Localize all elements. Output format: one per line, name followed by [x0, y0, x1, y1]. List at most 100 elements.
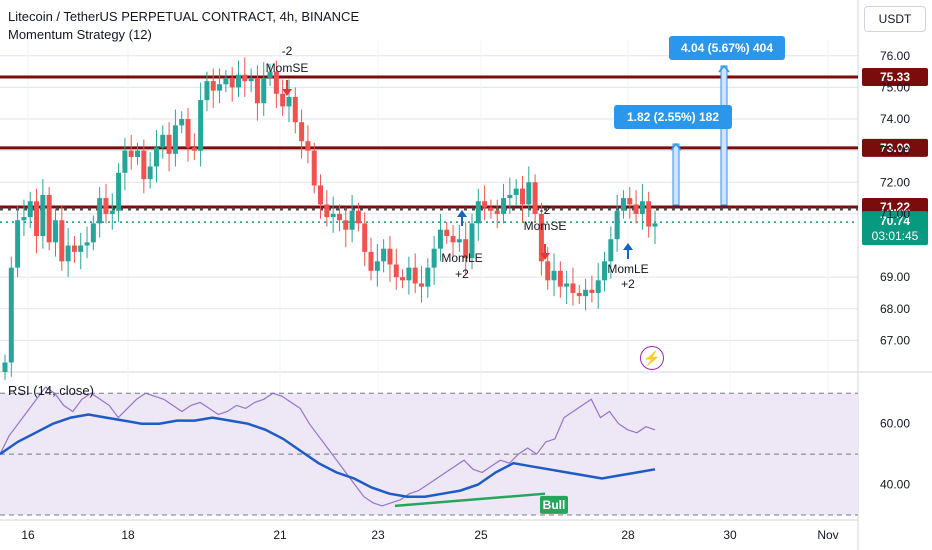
- candle-body[interactable]: [501, 198, 507, 214]
- candle-body[interactable]: [437, 229, 443, 249]
- candle-body[interactable]: [494, 210, 500, 214]
- candle-body[interactable]: [103, 198, 109, 214]
- candle-body[interactable]: [229, 77, 235, 88]
- symbol-title[interactable]: Litecoin / TetherUS PERPETUAL CONTRACT, …: [8, 9, 360, 24]
- candle-body[interactable]: [299, 122, 305, 142]
- candle-body[interactable]: [90, 223, 96, 243]
- candle-body[interactable]: [444, 229, 450, 237]
- candle-body[interactable]: [488, 207, 494, 211]
- candle-body[interactable]: [97, 198, 103, 224]
- candle-body[interactable]: [2, 362, 8, 372]
- candle-body[interactable]: [450, 236, 456, 243]
- candle-body[interactable]: [368, 251, 374, 271]
- candle-body[interactable]: [311, 150, 317, 186]
- rsi-ma-line[interactable]: [0, 413, 656, 498]
- candle-body[interactable]: [532, 182, 538, 214]
- candle-body[interactable]: [52, 220, 58, 243]
- candle-body[interactable]: [267, 71, 273, 78]
- candle-body[interactable]: [538, 213, 544, 262]
- candle-body[interactable]: [172, 125, 178, 154]
- candle-body[interactable]: [482, 201, 488, 208]
- candle-body[interactable]: [475, 201, 481, 224]
- candle-body[interactable]: [336, 213, 342, 221]
- candle-body[interactable]: [128, 150, 134, 157]
- candle-body[interactable]: [273, 71, 279, 94]
- candle-body[interactable]: [349, 210, 355, 230]
- candle-body[interactable]: [27, 201, 33, 218]
- candle-body[interactable]: [65, 245, 71, 262]
- candle-body[interactable]: [551, 270, 557, 281]
- candle-body[interactable]: [646, 201, 652, 227]
- candle-body[interactable]: [242, 74, 248, 82]
- candle-body[interactable]: [602, 261, 608, 281]
- candle-body[interactable]: [46, 194, 52, 243]
- candle-body[interactable]: [198, 100, 204, 151]
- candle-body[interactable]: [261, 77, 267, 104]
- candle-body[interactable]: [627, 198, 633, 205]
- candle-body[interactable]: [235, 74, 241, 88]
- candle-body[interactable]: [78, 245, 84, 252]
- candle-body[interactable]: [564, 283, 570, 287]
- candle-body[interactable]: [589, 289, 595, 293]
- candle-body[interactable]: [608, 239, 614, 262]
- candle-body[interactable]: [406, 267, 412, 281]
- bull-badge[interactable]: [540, 495, 568, 514]
- candle-body[interactable]: [210, 81, 216, 91]
- candle-body[interactable]: [305, 141, 311, 151]
- candle-body[interactable]: [381, 248, 387, 262]
- candle-body[interactable]: [583, 289, 589, 297]
- candle-body[interactable]: [141, 150, 147, 180]
- candle-body[interactable]: [223, 77, 229, 85]
- candle-body[interactable]: [135, 150, 141, 157]
- candle-body[interactable]: [570, 283, 576, 293]
- candle-body[interactable]: [122, 150, 128, 173]
- candle-body[interactable]: [204, 81, 210, 101]
- strategy-name[interactable]: Momentum Strategy (12): [8, 27, 152, 42]
- candle-body[interactable]: [620, 198, 626, 211]
- candle-body[interactable]: [330, 213, 336, 218]
- candle-body[interactable]: [217, 84, 223, 91]
- candle-body[interactable]: [15, 220, 21, 268]
- candle-body[interactable]: [639, 201, 645, 214]
- candle-body[interactable]: [254, 77, 260, 104]
- candle-body[interactable]: [362, 223, 368, 252]
- candle-body[interactable]: [419, 283, 425, 287]
- candle-body[interactable]: [355, 210, 361, 224]
- candle-body[interactable]: [116, 172, 122, 211]
- candle-body[interactable]: [185, 119, 191, 148]
- candle-body[interactable]: [526, 182, 532, 205]
- candle-body[interactable]: [557, 270, 563, 287]
- candle-body[interactable]: [343, 220, 349, 230]
- rsi-line[interactable]: [0, 386, 656, 507]
- candle-body[interactable]: [40, 194, 46, 237]
- candle-body[interactable]: [513, 188, 519, 195]
- candle-body[interactable]: [412, 267, 418, 284]
- candle-body[interactable]: [179, 119, 185, 126]
- candle-body[interactable]: [507, 194, 513, 199]
- lightning-icon[interactable]: ⚡: [640, 346, 664, 370]
- candle-body[interactable]: [166, 134, 172, 154]
- candle-body[interactable]: [425, 267, 431, 287]
- candle-body[interactable]: [431, 248, 437, 268]
- candle-body[interactable]: [614, 210, 620, 240]
- candle-body[interactable]: [21, 217, 27, 221]
- candle-body[interactable]: [400, 277, 406, 281]
- candle-body[interactable]: [456, 239, 462, 243]
- candle-body[interactable]: [318, 185, 324, 205]
- candle-body[interactable]: [8, 267, 14, 363]
- candle-body[interactable]: [545, 261, 551, 281]
- candle-body[interactable]: [292, 96, 298, 123]
- candle-body[interactable]: [34, 201, 40, 237]
- candle-body[interactable]: [147, 166, 153, 180]
- candle-body[interactable]: [248, 77, 254, 82]
- candle-body[interactable]: [280, 93, 286, 107]
- currency-selector[interactable]: USDT: [864, 6, 926, 32]
- candle-body[interactable]: [59, 220, 65, 262]
- candle-body[interactable]: [469, 223, 475, 259]
- candle-body[interactable]: [160, 134, 166, 148]
- candle-body[interactable]: [71, 245, 77, 252]
- target-box[interactable]: [614, 105, 732, 129]
- candle-body[interactable]: [191, 147, 197, 151]
- candle-body[interactable]: [595, 280, 601, 293]
- candle-body[interactable]: [374, 261, 380, 271]
